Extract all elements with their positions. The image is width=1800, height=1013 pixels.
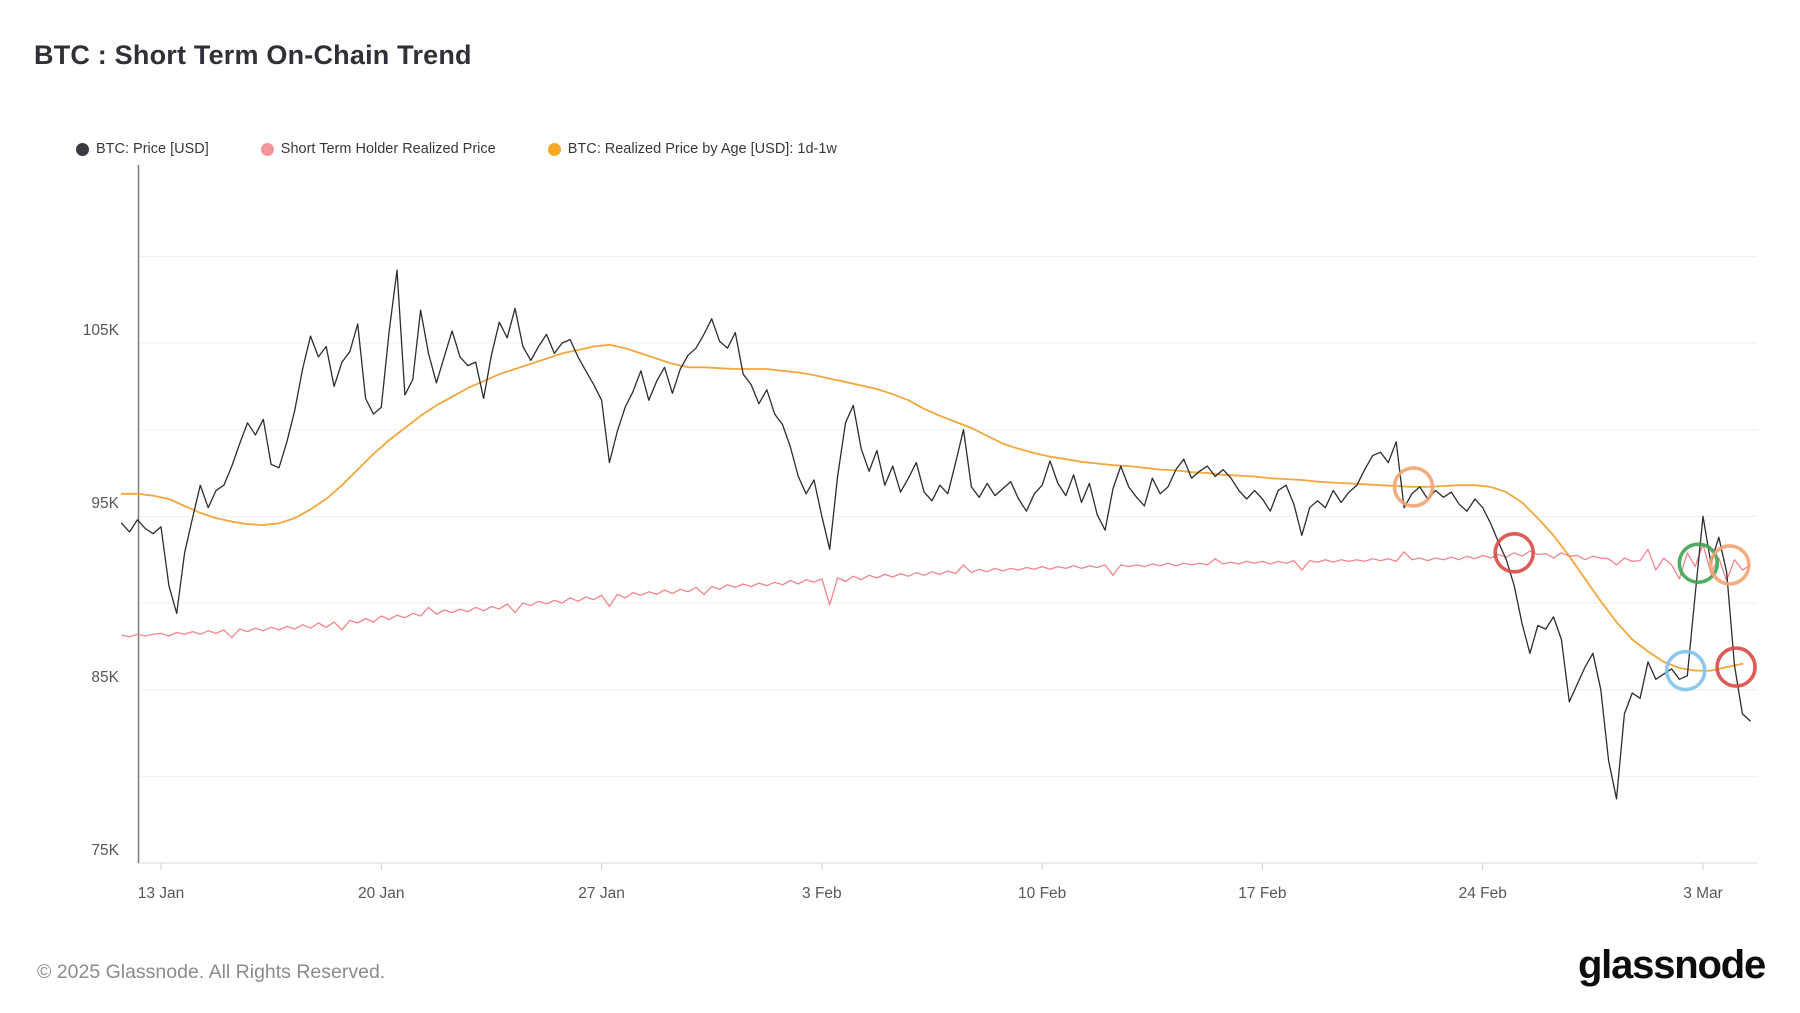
annotation-circle-price-crosses-below-sth-realized-price [1709, 544, 1751, 586]
annotation-circle-price-crosses-below-1d1w-realized-price [1715, 646, 1757, 688]
y-tick-label-85k: 85K [91, 668, 119, 686]
glassnode-logo[interactable]: glassnode [1577, 943, 1766, 987]
legend-dot-icon [260, 142, 274, 156]
legend-dot-icon [547, 142, 561, 156]
copyright-text: © 2025 Glassnode. All Rights Reserved. [37, 961, 386, 983]
legend-label: Short Term Holder Realized Price [280, 141, 496, 157]
legend-item-btc-price[interactable]: BTC: Price [USD] [76, 141, 209, 157]
y-tick-label-105k: 105K [82, 322, 119, 340]
x-tick-label-20-jan: 20 Jan [358, 885, 405, 902]
x-tick-label-10-feb: 10 Feb [1018, 885, 1067, 902]
series-line-short-term-holder-realized-price [121, 543, 1751, 639]
y-tick-label-75k: 75K [91, 842, 119, 859]
legend-dot-icon [76, 142, 89, 156]
y-tick-label-95k: 95K [91, 495, 119, 513]
legend-item-sth-realized-price[interactable]: Short Term Holder Realized Price [260, 141, 496, 157]
x-tick-label-24-feb: 24 Feb [1458, 885, 1507, 902]
legend-label: BTC: Realized Price by Age [USD]: 1d-1w [567, 141, 837, 157]
x-tick-label-3-feb: 3 Feb [802, 885, 842, 902]
annotation-circle-price-crosses-above-1d1w-realized-price [1664, 649, 1707, 692]
series-line-btc-price-usd [121, 269, 1751, 800]
annotation-circle-price-crosses-above-sth-realized-price [1677, 542, 1720, 585]
x-tick-label-17-feb: 17 Feb [1238, 885, 1287, 902]
legend-item-realized-price-by-age[interactable]: BTC: Realized Price by Age [USD]: 1d-1w [547, 141, 837, 157]
annotation-circle-price-crosses-below-sth-realized-price [1493, 531, 1535, 574]
annotation-circle-price-crosses-below-1d1w-realized-price [1392, 466, 1435, 508]
legend: BTC: Price [USD] Short Term Holder Reali… [76, 140, 837, 158]
page-title: BTC : Short Term On-Chain Trend [34, 40, 472, 70]
x-tick-label-3-mar: 3 Mar [1683, 885, 1723, 902]
series-line-btc-realized-price-by-age-usd-1d-1w [120, 343, 1744, 672]
legend-label: BTC: Price [USD] [96, 141, 209, 157]
x-tick-label-13-jan: 13 Jan [137, 885, 185, 902]
x-tick-label-27-jan: 27 Jan [578, 885, 625, 902]
